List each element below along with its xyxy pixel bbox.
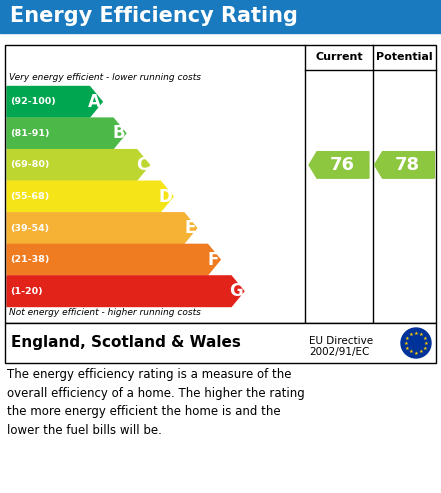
Polygon shape [7, 245, 220, 275]
Text: Current: Current [315, 52, 363, 63]
Text: (39-54): (39-54) [10, 223, 49, 233]
Bar [5, 323, 436, 363]
Text: EU Directive: EU Directive [309, 336, 373, 346]
Polygon shape [7, 276, 244, 307]
Polygon shape [309, 152, 369, 178]
Text: D: D [158, 187, 172, 206]
Text: Very energy efficient - lower running costs: Very energy efficient - lower running co… [9, 73, 201, 82]
Text: E: E [184, 219, 196, 237]
Text: 2002/91/EC: 2002/91/EC [309, 347, 370, 357]
Text: Not energy efficient - higher running costs: Not energy efficient - higher running co… [9, 308, 201, 317]
Text: ★: ★ [414, 351, 419, 355]
Text: Energy Efficiency Rating: Energy Efficiency Rating [10, 6, 298, 27]
Text: F: F [208, 250, 219, 269]
Text: B: B [112, 124, 125, 142]
Text: ★: ★ [419, 349, 423, 354]
Text: G: G [229, 282, 243, 300]
Polygon shape [7, 86, 102, 117]
Circle shape [401, 328, 431, 358]
Polygon shape [374, 152, 434, 178]
Bar [5, 45, 436, 323]
Polygon shape [7, 213, 197, 244]
Text: ★: ★ [409, 349, 413, 354]
Text: ★: ★ [405, 336, 410, 341]
Text: (1-20): (1-20) [10, 287, 43, 296]
Text: ★: ★ [419, 332, 423, 337]
Text: The energy efficiency rating is a measure of the
overall efficiency of a home. T: The energy efficiency rating is a measur… [7, 368, 305, 436]
Bar [0, 0, 441, 33]
Text: (92-100): (92-100) [10, 97, 56, 106]
Text: ★: ★ [409, 332, 413, 337]
Text: 78: 78 [395, 156, 420, 174]
Text: 76: 76 [329, 156, 355, 174]
Text: Potential: Potential [376, 52, 433, 63]
Text: England, Scotland & Wales: England, Scotland & Wales [11, 336, 241, 351]
Text: (69-80): (69-80) [10, 160, 49, 170]
Text: (81-91): (81-91) [10, 129, 49, 138]
Text: ★: ★ [424, 341, 428, 346]
Text: ★: ★ [422, 346, 427, 351]
Text: ★: ★ [422, 336, 427, 341]
Polygon shape [7, 118, 126, 149]
Polygon shape [7, 150, 149, 180]
Text: C: C [136, 156, 149, 174]
Polygon shape [7, 181, 173, 212]
Text: ★: ★ [404, 341, 408, 346]
Text: (55-68): (55-68) [10, 192, 49, 201]
Text: A: A [88, 93, 101, 111]
Text: (21-38): (21-38) [10, 255, 49, 264]
Text: ★: ★ [414, 330, 419, 336]
Text: ★: ★ [405, 346, 410, 351]
